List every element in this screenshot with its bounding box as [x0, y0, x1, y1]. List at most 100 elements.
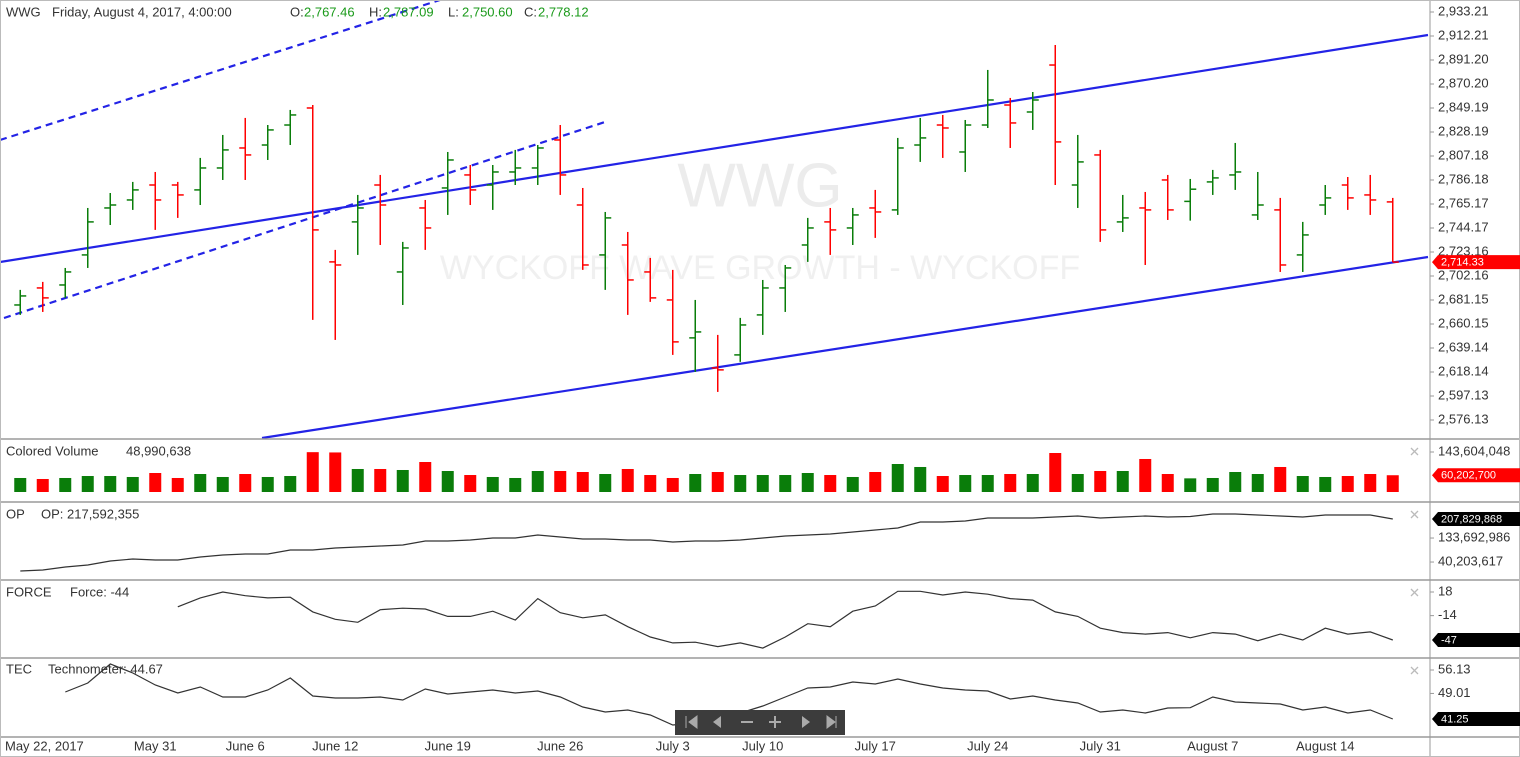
readout-value: 2,750.60 [462, 4, 513, 19]
y-tick-label: 2,639.14 [1438, 339, 1489, 354]
x-tick-label: August 7 [1187, 738, 1238, 753]
indicator-line [177, 590, 1394, 649]
volume-bar [396, 469, 409, 492]
volume-bar [801, 473, 814, 492]
volume-bar [531, 470, 544, 492]
y-tick-label: 143,604,048 [1438, 443, 1510, 458]
volume-bar [464, 475, 477, 492]
x-tick-label: June 12 [312, 738, 358, 753]
panel-title: OP [6, 506, 25, 521]
volume-bar [644, 475, 657, 492]
volume-bar [1094, 470, 1107, 492]
readout-value: 2,787.09 [383, 4, 434, 19]
y-tick-label: 2,597.13 [1438, 387, 1489, 402]
volume-bar [1049, 453, 1062, 492]
y-tick-label: 2,828.19 [1438, 123, 1489, 138]
readout-label: C: [524, 4, 537, 19]
volume-bar [779, 475, 792, 492]
scroll-toolbar [675, 710, 845, 735]
panel-title: FORCE [6, 584, 52, 599]
volume-bar [869, 472, 882, 492]
volume-bar [261, 476, 274, 492]
volume-bar [329, 452, 342, 492]
volume-bar [576, 472, 589, 492]
y-tick-label: 2,891.20 [1438, 51, 1489, 66]
volume-bar [486, 476, 499, 492]
panel-readout: Technometer: 44.67 [48, 661, 163, 676]
y-tick-label: 2,807.18 [1438, 147, 1489, 162]
prev-button[interactable] [713, 716, 721, 728]
volume-bar [194, 474, 207, 492]
first-button[interactable] [685, 715, 698, 729]
y-tick-label: 49.01 [1438, 685, 1471, 700]
volume-bar [891, 464, 904, 492]
x-tick-label: June 6 [226, 738, 265, 753]
volume-bar [666, 477, 679, 492]
trendlines [0, 0, 1429, 440]
indicator-line [20, 513, 1393, 572]
close-icon[interactable] [1410, 666, 1419, 675]
close-icon[interactable] [1410, 588, 1419, 597]
last-value-tag [1432, 711, 1520, 726]
volume-bar [846, 476, 859, 492]
y-tick-label: 2,576.13 [1438, 411, 1489, 426]
trendline [0, 0, 441, 142]
panel-title: Colored Volume [6, 443, 99, 458]
x-tick-label: July 24 [967, 738, 1008, 753]
volume-bar [171, 477, 184, 492]
volume-bar [104, 476, 117, 492]
volume-bar [1161, 474, 1174, 492]
y-tick-label: 2,618.14 [1438, 363, 1489, 378]
volume-bar [239, 474, 252, 492]
y-tick-label: 56.13 [1438, 661, 1471, 676]
volume-bar [419, 462, 432, 492]
volume-bar [981, 475, 994, 492]
volume-bar [126, 476, 139, 492]
y-tick-label: 2,933.21 [1438, 3, 1489, 18]
last-value-label: -47 [1441, 634, 1457, 646]
readout-label: H: [369, 4, 382, 19]
volume-bar [554, 470, 567, 492]
y-tick-label: 2,870.20 [1438, 75, 1489, 90]
x-tick-label: August 14 [1296, 738, 1355, 753]
watermark-subtitle: WYCKOFF WAVE GROWTH - WYCKOFF [440, 249, 1080, 287]
close-icon[interactable] [1410, 447, 1419, 456]
x-tick-label: June 26 [537, 738, 583, 753]
volume-bar [284, 476, 297, 492]
x-tick-label: July 10 [742, 738, 783, 753]
readout-value: 2,767.46 [304, 4, 355, 19]
readout-label: L: [448, 4, 459, 19]
x-tick-label: May 22, 2017 [5, 738, 84, 753]
close-icon[interactable] [1410, 510, 1419, 519]
panel-readout: 48,990,638 [126, 443, 191, 458]
last-value-tag [1432, 255, 1520, 270]
y-tick-label: 2,744.17 [1438, 219, 1489, 234]
zoom-in-button[interactable] [769, 716, 781, 728]
readout-label: O: [290, 4, 304, 19]
y-tick-label: 2,660.15 [1438, 315, 1489, 330]
volume-bar [1071, 474, 1084, 492]
x-tick-label: July 3 [656, 738, 690, 753]
trendline [0, 33, 1429, 264]
last-button[interactable] [826, 715, 837, 729]
y-tick-label: 40,203,617 [1438, 553, 1503, 568]
toolbar [675, 710, 845, 735]
panel-title: TEC [6, 661, 32, 676]
volume-bar [1116, 470, 1129, 492]
x-tick-label: May 31 [134, 738, 177, 753]
volume-bar [216, 476, 229, 492]
volume-bar [959, 475, 972, 492]
y-tick-label: 2,702.16 [1438, 267, 1489, 282]
volume-bar [14, 477, 27, 492]
readout-value: 2,778.12 [538, 4, 589, 19]
last-value-tag [1432, 632, 1520, 647]
volume-bar [1184, 478, 1197, 492]
volume-bar [711, 472, 724, 492]
trendline [261, 255, 1429, 440]
volume-bar [1251, 474, 1264, 492]
volume-bar [59, 477, 72, 492]
next-button[interactable] [802, 716, 810, 728]
volume-bar [1229, 472, 1242, 492]
